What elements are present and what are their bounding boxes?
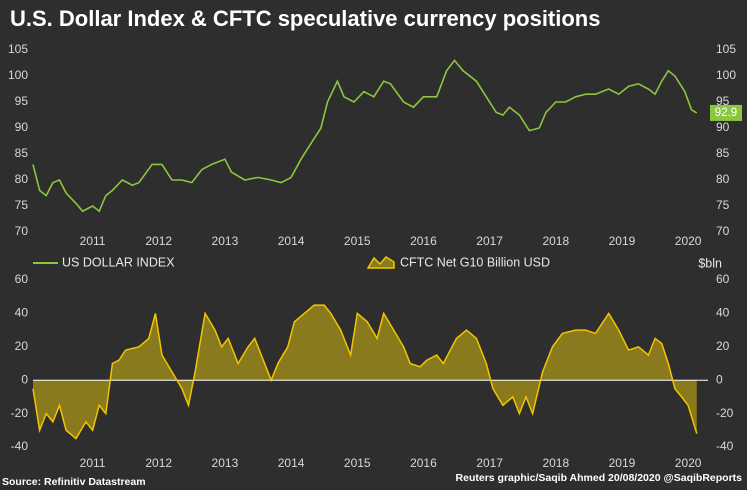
y-tick-label-right: 105 [716,42,736,56]
y-tick-label-right: 0 [716,372,723,386]
area-fill [33,305,697,439]
x-tick-label: 2017 [476,456,503,470]
credit: Reuters graphic/Saqib Ahmed 20/08/2020 @… [456,472,743,484]
y-unit: $bln [698,256,722,270]
chart-title: U.S. Dollar Index & CFTC speculative cur… [10,6,600,31]
last-value-label: 92.9 [715,107,737,119]
x-tick-label: 2016 [410,234,437,248]
x-tick-label: 2018 [542,456,569,470]
y-tick-label: 0 [21,372,28,386]
x-tick-label: 2011 [80,234,106,248]
x-tick-label: 2014 [278,234,305,248]
y-tick-label-right: 20 [716,339,730,353]
x-tick-label: 2015 [344,234,371,248]
y-tick-label-right: 40 [716,306,730,320]
x-tick-label: 2017 [476,234,503,248]
x-tick-label: 2018 [542,234,569,248]
y-tick-label-right: 100 [716,68,736,82]
x-tick-label: 2020 [675,234,702,248]
y-tick-label: 75 [15,198,29,212]
line [32,59,698,213]
x-tick-label: 2013 [212,456,239,470]
y-tick-label: 95 [15,94,29,108]
y-tick-label-right: 85 [716,146,730,160]
x-tick-label: 2020 [675,456,702,470]
y-tick-label: 70 [15,224,29,238]
y-tick-label: 40 [15,306,29,320]
x-tick-label: 2013 [212,234,239,248]
y-tick-label-right: 60 [716,272,730,286]
x-tick-label: 2011 [80,456,106,470]
x-tick-label: 2016 [410,456,437,470]
x-tick-label: 2019 [609,234,636,248]
y-tick-label-right: 80 [716,172,730,186]
y-tick-label-right: 90 [716,120,730,134]
y-tick-label: 60 [15,272,29,286]
y-tick-label: 85 [15,146,29,160]
y-tick-label-right: -20 [716,406,734,420]
source: Source: Refinitiv Datastream [2,476,146,488]
y-tick-label: -20 [11,406,29,420]
y-tick-label-right: 70 [716,224,730,238]
x-tick-label: 2014 [278,456,305,470]
y-tick-label: 80 [15,172,29,186]
y-tick-label: -40 [11,439,29,453]
x-tick-label: 2012 [145,456,172,470]
area-line [32,304,698,440]
x-tick-label: 2012 [145,234,172,248]
y-tick-label: 20 [15,339,29,353]
legend-swatch [366,256,395,269]
x-tick-label: 2015 [344,456,371,470]
y-tick-label-right: 75 [716,198,730,212]
last-value-box [710,104,742,121]
legend-label: US DOLLAR INDEX [62,255,175,269]
y-tick-label: 100 [8,68,28,82]
y-tick-label: 105 [8,42,28,56]
legend-label: CFTC Net G10 Billion USD [400,255,550,269]
y-tick-label: 90 [15,120,29,134]
y-tick-label-right: 95 [716,94,730,108]
y-tick-label-right: -40 [716,439,734,453]
x-tick-label: 2019 [609,456,636,470]
